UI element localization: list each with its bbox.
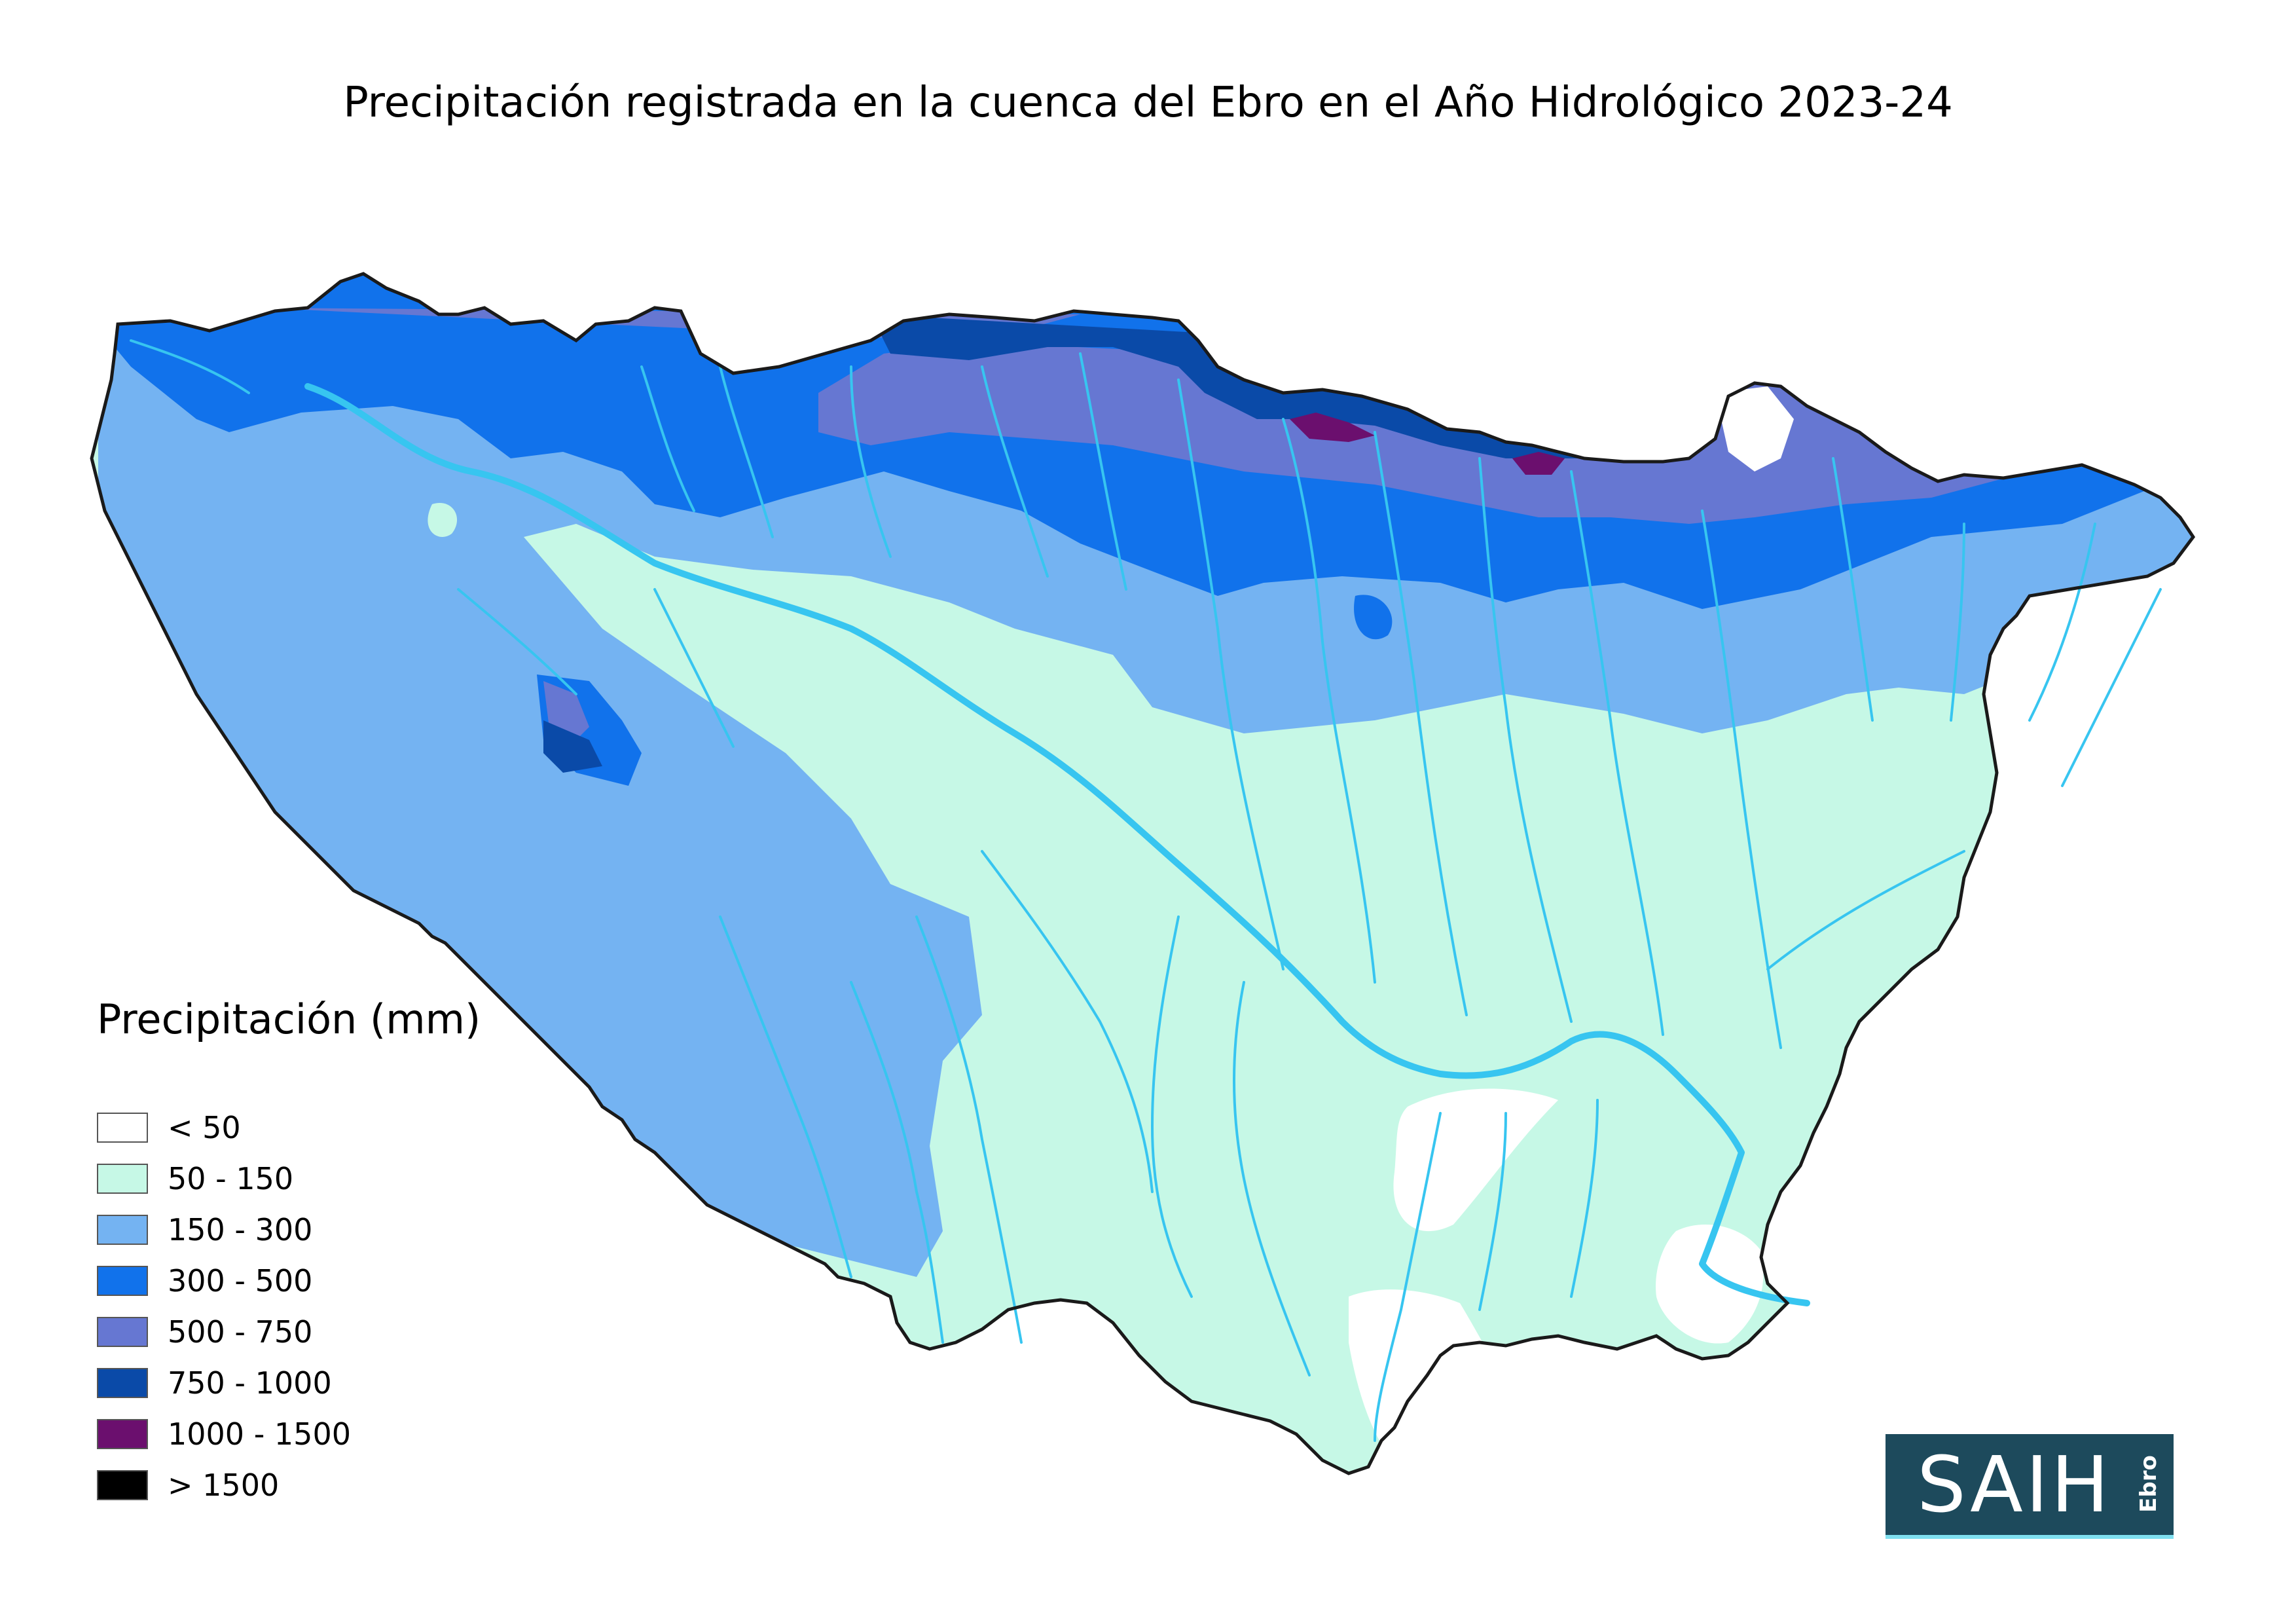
legend-swatch [97, 1164, 148, 1194]
legend-label: 500 - 750 [168, 1314, 313, 1350]
map-legend: Precipitación (mm) < 50 50 - 150 150 - 300… [97, 995, 555, 1511]
basin-outline [90, 272, 2196, 1475]
legend-item: > 1500 [97, 1460, 555, 1511]
legend-label: 1000 - 1500 [168, 1416, 351, 1452]
rivers [130, 339, 2162, 1442]
legend-swatch [97, 1266, 148, 1296]
legend-swatch [97, 1368, 148, 1398]
legend-item: 750 - 1000 [97, 1357, 555, 1409]
logo-main-text: SAIH [1917, 1439, 2112, 1530]
legend-item: 50 - 150 [97, 1153, 555, 1204]
map-title: Precipitación registrada en la cuenca de… [343, 79, 1953, 127]
legend-swatch [97, 1215, 148, 1245]
legend-label: 150 - 300 [168, 1212, 313, 1247]
legend-swatch [97, 1470, 148, 1500]
legend-item: 150 - 300 [97, 1204, 555, 1255]
legend-item: 300 - 500 [97, 1255, 555, 1306]
saih-ebro-logo: SAIH Ebro [1886, 1434, 2174, 1539]
legend-item: < 50 [97, 1102, 555, 1153]
legend-swatch [97, 1317, 148, 1347]
legend-label: > 1500 [168, 1467, 280, 1503]
legend-swatch [97, 1419, 148, 1449]
legend-swatch [97, 1113, 148, 1143]
legend-items: < 50 50 - 150 150 - 300 300 - 500 500 - 750 7… [97, 1102, 555, 1511]
legend-label: 300 - 500 [168, 1263, 313, 1299]
legend-label: < 50 [168, 1110, 241, 1145]
legend-label: 50 - 150 [168, 1161, 294, 1196]
legend-item: 1000 - 1500 [97, 1409, 555, 1460]
logo-sub-text: Ebro [2136, 1455, 2162, 1513]
legend-label: 750 - 1000 [168, 1365, 332, 1401]
ebro-river [304, 383, 1810, 1306]
legend-title: Precipitación (mm) [97, 995, 481, 1043]
legend-item: 500 - 750 [97, 1306, 555, 1357]
